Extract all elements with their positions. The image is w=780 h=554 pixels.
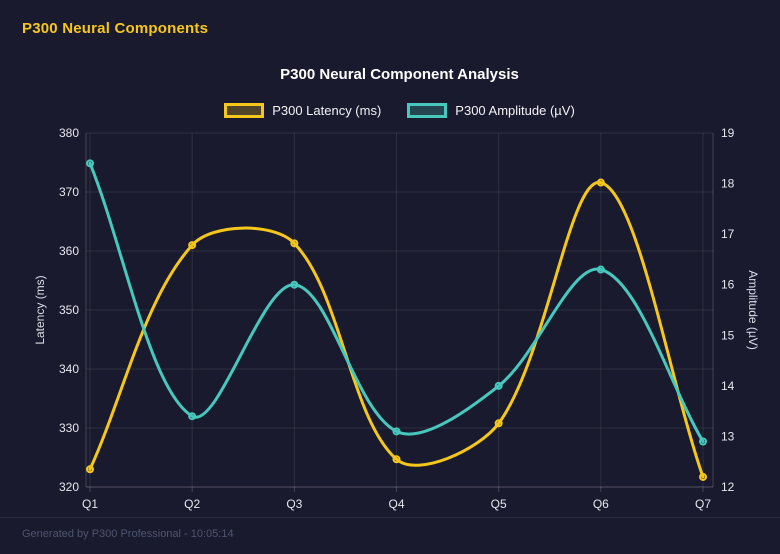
x-tick-label: Q6 bbox=[593, 497, 609, 511]
y-axis-right-title: Amplitude (µV) bbox=[746, 270, 760, 350]
y-left-tick-label: 380 bbox=[59, 126, 79, 140]
y-right-tick-label: 17 bbox=[721, 227, 735, 241]
data-point-amplitude[interactable] bbox=[699, 437, 707, 446]
data-point-latency[interactable] bbox=[86, 465, 94, 474]
chart-title: P300 Neural Component Analysis bbox=[280, 66, 519, 83]
data-point-amplitude[interactable] bbox=[494, 381, 503, 390]
chart-legend: P300 Latency (ms) P300 Amplitude (µV) bbox=[86, 103, 713, 118]
legend-item-latency[interactable]: P300 Latency (ms) bbox=[224, 103, 381, 118]
y-left-tick-label: 330 bbox=[59, 421, 79, 435]
y-right-tick-label: 12 bbox=[721, 480, 735, 494]
footer-bar: Generated by P300 Professional - 10:05:1… bbox=[0, 517, 780, 554]
data-point-latency[interactable] bbox=[188, 241, 197, 250]
y-right-tick-label: 19 bbox=[721, 126, 735, 140]
x-tick-label: Q4 bbox=[388, 497, 404, 511]
y-left-tick-label: 320 bbox=[59, 480, 79, 494]
footer-status: Generated by P300 Professional - 10:05:1… bbox=[22, 528, 234, 540]
data-point-amplitude[interactable] bbox=[86, 159, 94, 168]
legend-label-latency: P300 Latency (ms) bbox=[272, 103, 382, 118]
y-left-tick-label: 350 bbox=[59, 303, 79, 317]
app-title: P300 Neural Components bbox=[22, 20, 209, 37]
data-point-latency[interactable] bbox=[596, 178, 605, 187]
y-right-tick-label: 18 bbox=[721, 177, 735, 191]
data-point-amplitude[interactable] bbox=[290, 280, 299, 289]
x-tick-label: Q7 bbox=[695, 497, 711, 511]
legend-swatch-amplitude bbox=[407, 103, 448, 118]
legend-item-amplitude[interactable]: P300 Amplitude (µV) bbox=[407, 103, 575, 118]
data-point-latency[interactable] bbox=[392, 455, 401, 464]
x-tick-label: Q3 bbox=[286, 497, 302, 511]
data-point-amplitude[interactable] bbox=[188, 412, 197, 421]
y-left-tick-label: 370 bbox=[59, 185, 79, 199]
y-right-tick-label: 16 bbox=[721, 278, 735, 292]
y-left-tick-label: 360 bbox=[59, 244, 79, 258]
data-point-latency[interactable] bbox=[699, 472, 707, 481]
series-line-amplitude bbox=[88, 161, 705, 443]
legend-swatch-latency bbox=[224, 103, 265, 118]
y-left-tick-label: 340 bbox=[59, 362, 79, 376]
x-tick-label: Q2 bbox=[184, 497, 200, 511]
y-right-tick-label: 14 bbox=[721, 379, 735, 393]
x-tick-label: Q5 bbox=[491, 497, 507, 511]
data-point-amplitude[interactable] bbox=[392, 427, 401, 436]
x-tick-label: Q1 bbox=[82, 497, 98, 511]
data-point-latency[interactable] bbox=[290, 239, 299, 248]
data-point-amplitude[interactable] bbox=[596, 265, 605, 274]
data-point-latency[interactable] bbox=[494, 419, 503, 428]
y-axis-left-title: Latency (ms) bbox=[33, 275, 47, 344]
y-right-tick-label: 13 bbox=[721, 429, 735, 443]
series-line-latency bbox=[88, 181, 705, 479]
legend-label-amplitude: P300 Amplitude (µV) bbox=[455, 103, 575, 118]
y-right-tick-label: 15 bbox=[721, 328, 735, 342]
